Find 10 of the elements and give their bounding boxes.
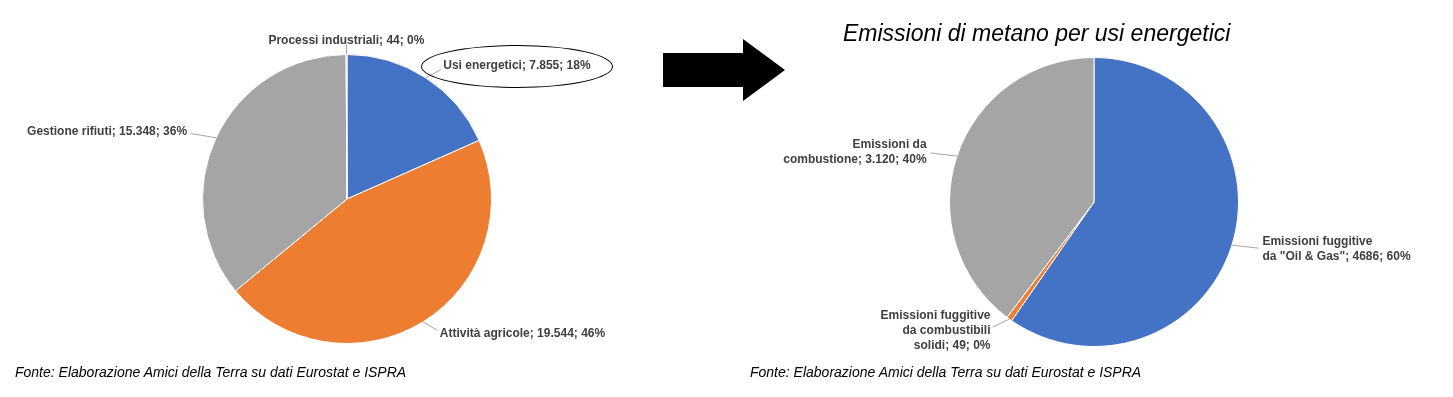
slice-label: Emissioni fuggitive da "Oil & Gas"; 4686; 60%: [1262, 234, 1411, 264]
chart-title: Emissioni di metano per usi energetici: [843, 20, 1231, 47]
source-note: Fonte: Elaborazione Amici della Terra su dati Eurostat e ISPRA: [750, 364, 1142, 380]
source-note: Fonte: Elaborazione Amici della Terra su dati Eurostat e ISPRA: [15, 364, 407, 380]
slice-label: Emissioni da combustione; 3.120; 40%: [783, 136, 927, 166]
slice-label: Emissioni fuggitive da combustibili solidi; 49; 0%: [880, 307, 991, 352]
slice-label: Gestione rifiuti; 15.348; 36%: [27, 124, 188, 139]
slice-label: Usi energetici; 7.855; 18%: [443, 58, 591, 73]
slice-label: Attività agricole; 19.544; 46%: [439, 326, 606, 341]
slice-label: Processi industriali; 44; 0%: [268, 32, 425, 47]
